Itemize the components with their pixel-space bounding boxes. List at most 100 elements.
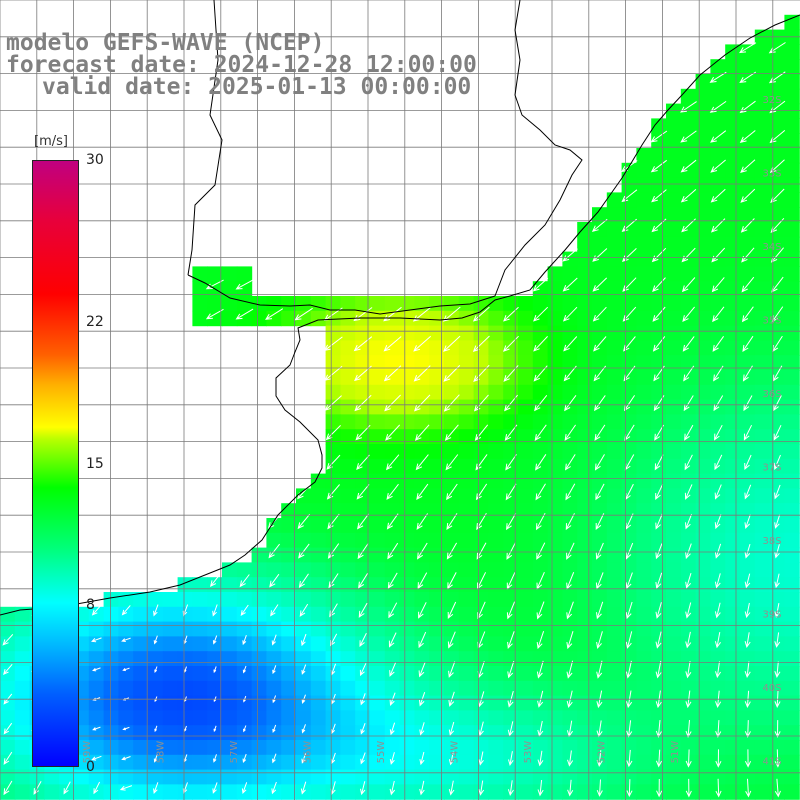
speed-cell — [562, 769, 578, 785]
speed-cell — [281, 754, 297, 771]
speed-cell — [429, 414, 445, 430]
speed-cell — [103, 769, 119, 785]
speed-cell — [680, 192, 697, 208]
speed-cell — [503, 444, 519, 460]
speed-cell — [562, 340, 578, 356]
speed-cell — [162, 651, 179, 667]
speed-cell — [754, 399, 771, 415]
speed-cell — [473, 769, 489, 785]
wind-arrow — [625, 601, 633, 620]
speed-cell — [754, 695, 771, 711]
speed-cell — [399, 695, 415, 711]
speed-cell — [651, 296, 667, 312]
speed-cell — [503, 740, 519, 756]
speed-cell — [207, 725, 223, 741]
wind-arrow — [770, 188, 785, 204]
speed-cell — [532, 325, 549, 341]
speed-cell — [606, 592, 623, 608]
speed-cell — [473, 399, 489, 415]
speed-cell — [562, 666, 578, 682]
speed-cell — [547, 325, 563, 341]
speed-cell — [340, 340, 356, 356]
speed-cell — [547, 592, 563, 608]
speed-cell — [754, 355, 771, 371]
speed-cell — [429, 606, 445, 623]
wind-arrow — [652, 277, 666, 293]
speed-cell — [340, 444, 356, 460]
speed-cell — [251, 666, 267, 682]
speed-cell — [370, 562, 386, 578]
speed-cell — [266, 769, 282, 785]
wind-arrow — [536, 542, 546, 560]
speed-cell — [310, 710, 327, 726]
speed-cell — [725, 592, 741, 608]
speed-cell — [296, 725, 312, 741]
wind-arrow — [359, 632, 367, 648]
speed-cell — [666, 547, 682, 563]
speed-cell — [710, 325, 726, 341]
speed-cell — [725, 399, 741, 415]
speed-cell — [207, 621, 223, 637]
speed-cell — [384, 621, 401, 637]
speed-cell — [725, 118, 741, 134]
speed-cell — [162, 769, 179, 785]
speed-cell — [325, 769, 341, 785]
speed-cell — [370, 710, 386, 726]
speed-cell — [769, 444, 785, 460]
speed-cell — [222, 740, 238, 756]
speed-cell — [518, 414, 534, 430]
wind-arrow — [745, 778, 752, 798]
wind-arrow — [154, 725, 158, 733]
speed-cell — [784, 384, 800, 401]
wind-arrow — [212, 604, 218, 617]
wind-arrow — [655, 602, 662, 619]
speed-cell — [695, 88, 711, 105]
colorbar-tick-label: 22 — [86, 313, 104, 330]
speed-cell — [222, 769, 238, 785]
speed-cell — [414, 340, 430, 356]
wind-arrow — [593, 336, 607, 352]
speed-cell — [14, 784, 31, 800]
speed-cell — [429, 370, 445, 386]
speed-cell — [133, 651, 149, 667]
speed-cell — [784, 355, 800, 371]
wind-arrow — [710, 188, 726, 203]
speed-cell — [754, 222, 771, 238]
wind-arrow — [774, 720, 781, 738]
wind-arrow — [360, 752, 366, 765]
wind-arrow — [213, 754, 217, 763]
speed-cell — [680, 266, 697, 282]
speed-cell — [281, 769, 297, 785]
speed-cell — [251, 651, 267, 667]
speed-cell — [458, 740, 475, 756]
speed-cell — [251, 725, 267, 741]
speed-cell — [577, 784, 593, 800]
speed-cell — [429, 384, 445, 401]
speed-cell — [636, 503, 652, 519]
speed-cell — [458, 784, 475, 800]
speed-cell — [754, 192, 771, 208]
speed-cell — [281, 740, 297, 756]
speed-cell — [725, 458, 741, 475]
speed-cell — [340, 384, 356, 401]
speed-cell — [754, 725, 771, 741]
speed-cell — [370, 473, 386, 489]
longitude-label: 59W — [82, 741, 93, 764]
speed-cell — [355, 769, 371, 785]
speed-cell — [503, 577, 519, 593]
latitude-label: 35S — [762, 316, 781, 327]
speed-cell — [488, 621, 504, 637]
speed-cell — [547, 384, 563, 401]
wind-arrow — [768, 42, 786, 54]
speed-cell — [103, 651, 119, 667]
speed-cell — [725, 577, 741, 593]
speed-cell — [355, 325, 371, 341]
speed-cell — [532, 592, 549, 608]
speed-cell — [473, 370, 489, 386]
speed-cell — [740, 325, 756, 341]
speed-cell — [133, 769, 149, 785]
speed-cell — [488, 636, 504, 652]
speed-cell — [88, 666, 105, 682]
speed-cell — [192, 651, 208, 667]
speed-cell — [325, 340, 341, 356]
